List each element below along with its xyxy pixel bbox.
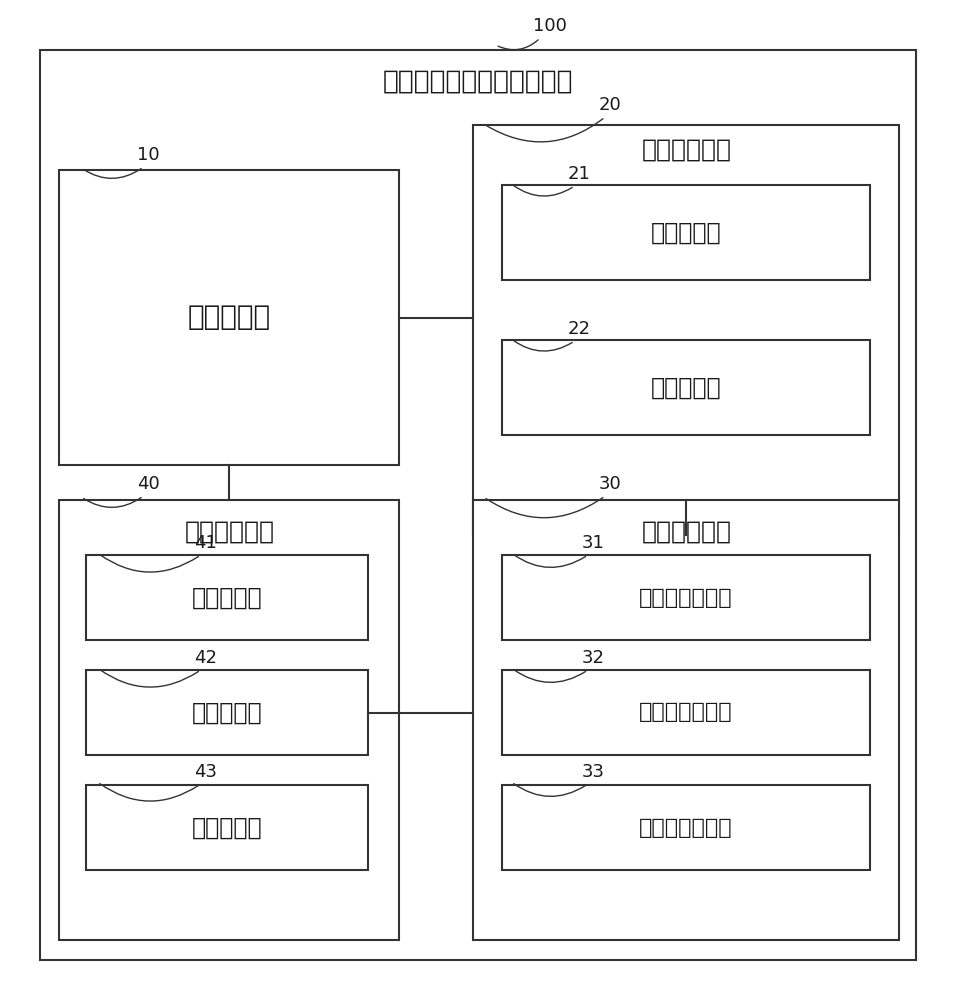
Text: 通知子模块: 通知子模块	[192, 816, 262, 839]
Text: 结果缓存模块: 结果缓存模块	[641, 138, 731, 162]
Bar	[59, 170, 399, 465]
Text: 40: 40	[137, 475, 160, 493]
Text: 数据预取模块: 数据预取模块	[185, 520, 274, 544]
Text: 22: 22	[568, 320, 591, 338]
Text: 第一异步子模块: 第一异步子模块	[640, 588, 732, 608]
Bar	[502, 185, 870, 280]
Bar	[59, 500, 399, 940]
Bar	[473, 125, 899, 535]
Text: 异步管理模块: 异步管理模块	[641, 520, 731, 544]
Text: 41: 41	[194, 534, 217, 552]
Text: 42: 42	[194, 649, 217, 667]
Text: 编号子模块: 编号子模块	[651, 221, 721, 244]
Bar	[86, 555, 368, 640]
Text: 异步流水线式的图查询系统: 异步流水线式的图查询系统	[382, 69, 574, 95]
Bar	[502, 555, 870, 640]
Text: 21: 21	[568, 165, 591, 183]
Text: 缓存子模块: 缓存子模块	[651, 376, 721, 400]
Bar	[502, 340, 870, 435]
Text: 32: 32	[581, 649, 604, 667]
Text: 流水线模块: 流水线模块	[187, 304, 271, 332]
Text: 预取子模块: 预取子模块	[192, 700, 262, 724]
Text: 10: 10	[137, 146, 160, 164]
Text: 唤醒子模块: 唤醒子模块	[192, 586, 262, 610]
Bar	[86, 785, 368, 870]
Bar	[473, 500, 899, 940]
Bar	[502, 670, 870, 755]
Text: 第一异步子模块: 第一异步子模块	[640, 702, 732, 722]
Text: 20: 20	[598, 96, 621, 114]
Text: 100: 100	[532, 17, 567, 35]
Text: 异步计算子模块: 异步计算子模块	[640, 818, 732, 837]
Text: 31: 31	[581, 534, 604, 552]
Bar	[502, 785, 870, 870]
Text: 30: 30	[598, 475, 621, 493]
Bar	[86, 670, 368, 755]
Text: 43: 43	[194, 763, 217, 781]
Text: 33: 33	[581, 763, 604, 781]
